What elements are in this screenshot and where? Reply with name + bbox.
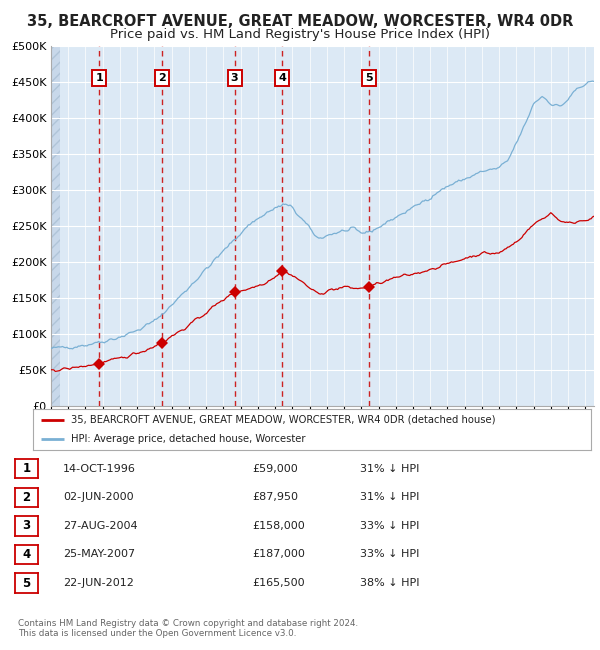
Text: 35, BEARCROFT AVENUE, GREAT MEADOW, WORCESTER, WR4 0DR: 35, BEARCROFT AVENUE, GREAT MEADOW, WORC… [27, 14, 573, 29]
Text: 4: 4 [278, 73, 286, 83]
Text: 33% ↓ HPI: 33% ↓ HPI [360, 549, 419, 560]
Text: This data is licensed under the Open Government Licence v3.0.: This data is licensed under the Open Gov… [18, 629, 296, 638]
Text: £165,500: £165,500 [252, 578, 305, 588]
Text: 2: 2 [22, 491, 31, 504]
Text: 4: 4 [22, 548, 31, 561]
Text: £187,000: £187,000 [252, 549, 305, 560]
Bar [51, 46, 61, 406]
Text: 02-JUN-2000: 02-JUN-2000 [63, 492, 134, 502]
Text: Price paid vs. HM Land Registry's House Price Index (HPI): Price paid vs. HM Land Registry's House … [110, 28, 490, 41]
Text: 35, BEARCROFT AVENUE, GREAT MEADOW, WORCESTER, WR4 0DR (detached house): 35, BEARCROFT AVENUE, GREAT MEADOW, WORC… [71, 415, 496, 425]
Text: 25-MAY-2007: 25-MAY-2007 [63, 549, 135, 560]
Text: 1: 1 [22, 462, 31, 475]
Text: 31% ↓ HPI: 31% ↓ HPI [360, 492, 419, 502]
Text: £158,000: £158,000 [252, 521, 305, 531]
Text: £59,000: £59,000 [252, 463, 298, 474]
Text: 27-AUG-2004: 27-AUG-2004 [63, 521, 137, 531]
Text: 5: 5 [365, 73, 373, 83]
Text: Contains HM Land Registry data © Crown copyright and database right 2024.: Contains HM Land Registry data © Crown c… [18, 619, 358, 628]
Text: 33% ↓ HPI: 33% ↓ HPI [360, 521, 419, 531]
Text: 5: 5 [22, 577, 31, 590]
Text: 3: 3 [231, 73, 238, 83]
Text: £87,950: £87,950 [252, 492, 298, 502]
Text: HPI: Average price, detached house, Worcester: HPI: Average price, detached house, Worc… [71, 434, 305, 444]
Text: 3: 3 [22, 519, 31, 532]
Text: 31% ↓ HPI: 31% ↓ HPI [360, 463, 419, 474]
Text: 1: 1 [95, 73, 103, 83]
Text: 2: 2 [158, 73, 166, 83]
Text: 22-JUN-2012: 22-JUN-2012 [63, 578, 134, 588]
Text: 14-OCT-1996: 14-OCT-1996 [63, 463, 136, 474]
Text: 38% ↓ HPI: 38% ↓ HPI [360, 578, 419, 588]
